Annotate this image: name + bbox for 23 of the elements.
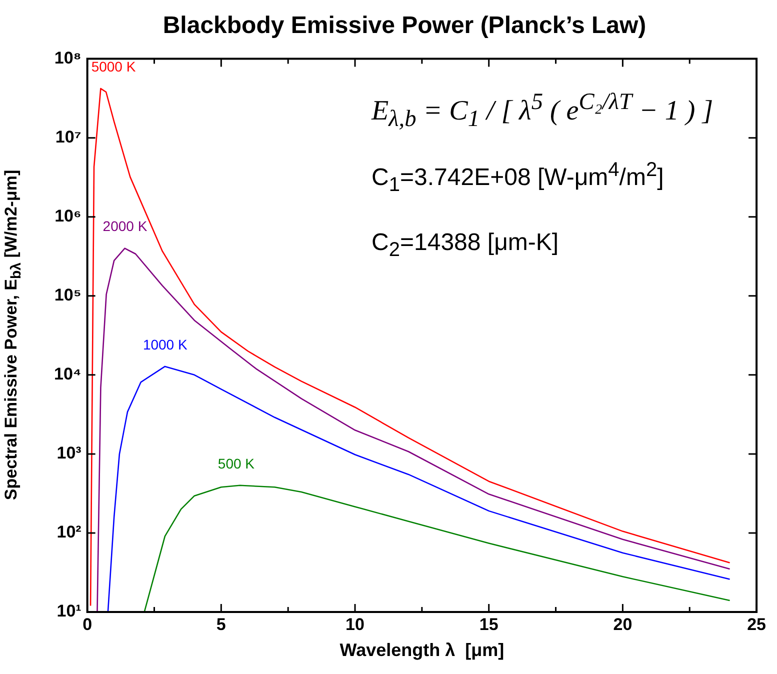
x-tick-label: 15 — [479, 614, 498, 634]
x-tick-label: 20 — [613, 614, 632, 634]
y-tick-label: 10⁵ — [54, 286, 82, 305]
text: E$_{λ,b}$ = C$_{1}$ / [ λ$^{5}$ ( e$^{C₂/λT}$ − 1 ) ] — [372, 88, 714, 132]
x-tick-label: 5 — [216, 614, 226, 634]
chart-title: Blackbody Emissive Power (Planck’s Law) — [162, 12, 646, 40]
series-label: 1000 K — [142, 336, 188, 352]
y-tick-label: 10² — [56, 522, 82, 542]
y-tick-label: 10⁶ — [54, 206, 82, 226]
x-tick-label: 0 — [82, 614, 92, 634]
annotation: C$_{2}$=14388 [μm-K] — [372, 228, 559, 262]
x-tick-label: 10 — [346, 614, 364, 634]
y-tick-label: 10⁴ — [54, 364, 82, 384]
y-tick-label: 10⁸ — [54, 48, 82, 68]
y-tick-label: 10³ — [56, 444, 82, 463]
x-axis-title: Wavelength λ [μm] — [340, 640, 504, 660]
series-label: 2000 K — [102, 218, 148, 234]
annotation: C$_{1}$=3.742E+08 [W-μm$^{4}$/m$^{2}$] — [372, 158, 664, 197]
y-tick-label: 10¹ — [56, 602, 82, 621]
series-label: 500 K — [218, 455, 256, 472]
y-tick-label: 10⁷ — [55, 128, 82, 147]
x-tick-label: 25 — [747, 614, 766, 634]
series-label: 5000 K — [91, 58, 136, 74]
